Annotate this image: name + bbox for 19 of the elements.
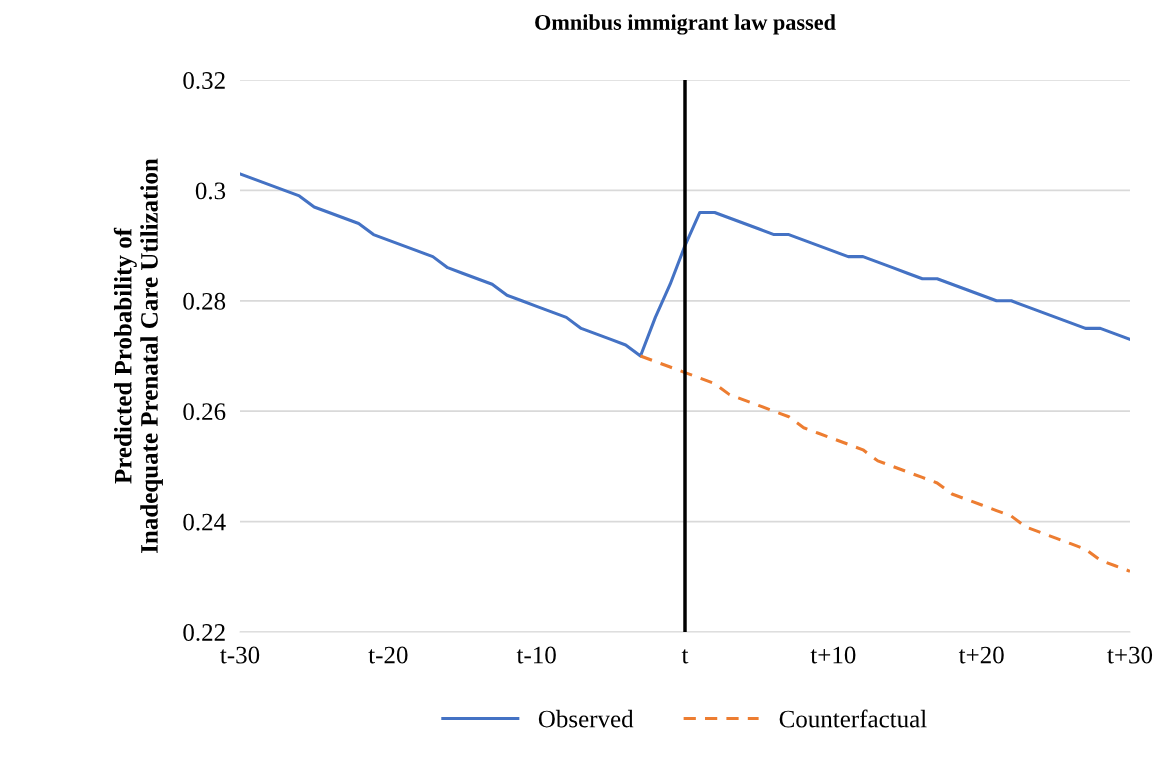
legend-label: Counterfactual — [779, 709, 927, 728]
y-tick-label: 0.22 — [183, 624, 225, 642]
x-tick-label: t+10 — [810, 646, 856, 664]
x-tick-label: t+20 — [958, 646, 1004, 664]
y-tick-label: 0.24 — [183, 513, 226, 531]
y-tick-label: 0.3 — [195, 182, 226, 200]
line-series — [240, 172, 1130, 358]
x-tick-label: t-30 — [220, 646, 260, 664]
x-tick-label: t+30 — [1107, 646, 1153, 664]
y-tick-label: 0.28 — [183, 292, 226, 310]
x-tick-label: t-10 — [516, 646, 556, 664]
x-tick-label: t — [681, 649, 689, 664]
line-series — [638, 354, 1130, 573]
ref-line-label: Omnibus immigrant law passed — [535, 14, 836, 35]
y-tick-label: 0.32 — [183, 72, 225, 90]
y-axis-title: Predicted Probability of Inadequate Prenatal Care Utilization — [113, 158, 163, 553]
y-tick-label: 0.26 — [183, 403, 226, 421]
legend-label: Observed — [538, 709, 634, 728]
x-tick-label: t-20 — [368, 646, 408, 664]
